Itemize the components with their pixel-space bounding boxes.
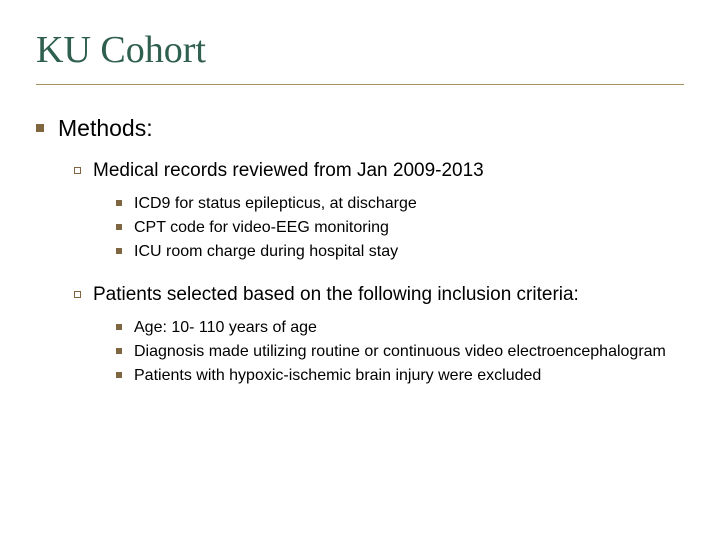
list-item-text: Diagnosis made utilizing routine or cont… bbox=[134, 342, 666, 362]
section-b-heading-text: Patients selected based on the following… bbox=[93, 284, 579, 306]
list-item-text: Patients with hypoxic-ischemic brain inj… bbox=[134, 366, 541, 386]
list-item-text: ICD9 for status epilepticus, at discharg… bbox=[134, 194, 417, 214]
square-bullet-icon bbox=[116, 224, 122, 230]
list-item: ICD9 for status epilepticus, at discharg… bbox=[116, 194, 684, 214]
list-item: Patients with hypoxic-ischemic brain inj… bbox=[116, 366, 684, 386]
list-item-text: CPT code for video-EEG monitoring bbox=[134, 218, 389, 238]
list-item: ICU room charge during hospital stay bbox=[116, 242, 684, 262]
list-item: Age: 10- 110 years of age bbox=[116, 318, 684, 338]
list-item: CPT code for video-EEG monitoring bbox=[116, 218, 684, 238]
square-bullet-icon bbox=[36, 124, 44, 132]
square-bullet-icon bbox=[116, 324, 122, 330]
square-bullet-icon bbox=[116, 200, 122, 206]
methods-item: Methods: bbox=[36, 115, 684, 142]
square-bullet-icon bbox=[116, 372, 122, 378]
square-bullet-icon bbox=[116, 248, 122, 254]
square-bullet-icon bbox=[116, 348, 122, 354]
hollow-square-icon bbox=[74, 291, 81, 298]
list-item: Diagnosis made utilizing routine or cont… bbox=[116, 342, 684, 362]
slide: KU Cohort Methods: Medical records revie… bbox=[0, 0, 720, 540]
list-item-text: ICU room charge during hospital stay bbox=[134, 242, 398, 262]
methods-label: Methods: bbox=[58, 115, 153, 142]
section-b-heading: Patients selected based on the following… bbox=[74, 284, 684, 306]
list-item-text: Age: 10- 110 years of age bbox=[134, 318, 317, 338]
section-a-heading-text: Medical records reviewed from Jan 2009-2… bbox=[93, 160, 484, 182]
section-a-heading: Medical records reviewed from Jan 2009-2… bbox=[74, 160, 684, 182]
hollow-square-icon bbox=[74, 167, 81, 174]
slide-title: KU Cohort bbox=[36, 28, 684, 85]
